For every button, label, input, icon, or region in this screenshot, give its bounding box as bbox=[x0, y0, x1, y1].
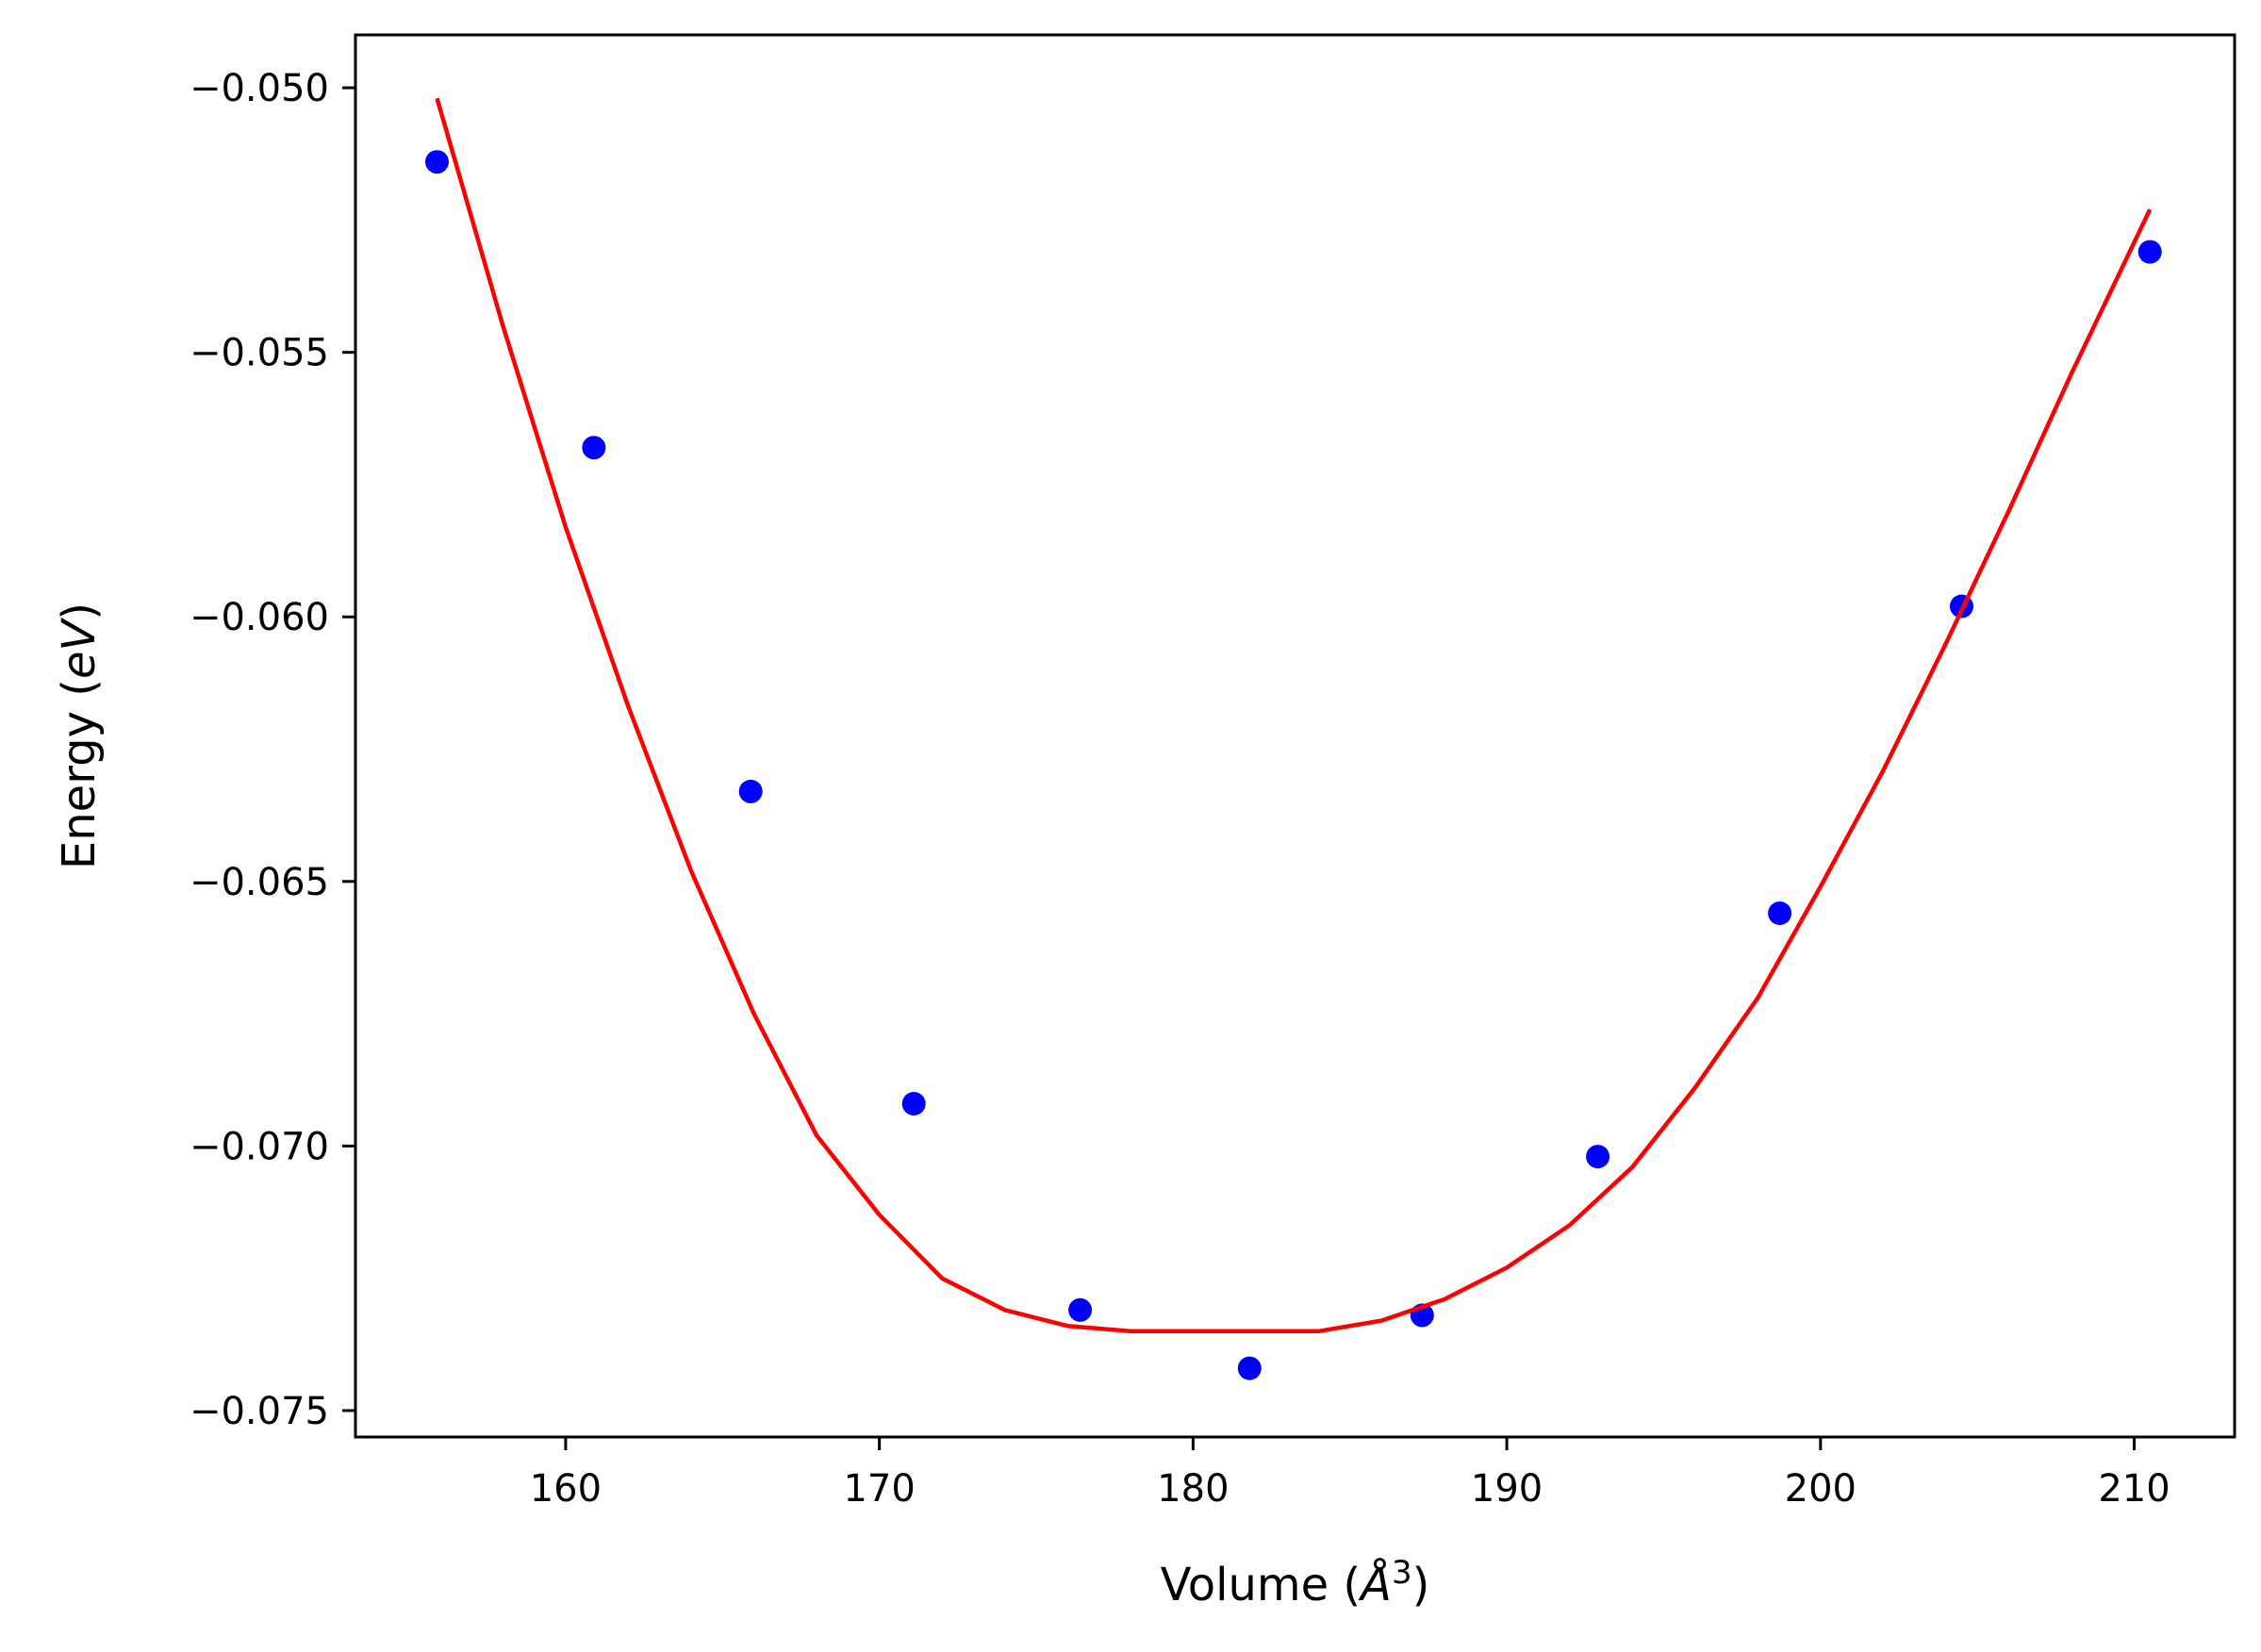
data-point-11 bbox=[2137, 240, 2162, 264]
x-axis-label-sup: 3 bbox=[1392, 1554, 1412, 1592]
x-tick-label-160: 160 bbox=[530, 1467, 602, 1511]
y-axis-ticks: −0.050 −0.055 −0.060 −0.065 −0.070 −0.075 bbox=[190, 67, 355, 1433]
data-point-5 bbox=[1068, 1297, 1093, 1322]
y-axis-label-main: Energy ( bbox=[53, 679, 106, 869]
y-tick-label-5: −0.070 bbox=[190, 1125, 329, 1168]
plot-frame bbox=[354, 33, 2236, 1439]
x-axis-label-close: ) bbox=[1412, 1559, 1430, 1611]
x-tick-label-170: 170 bbox=[843, 1467, 915, 1511]
data-point-4 bbox=[901, 1092, 926, 1115]
data-point-2 bbox=[582, 436, 606, 460]
data-point-9 bbox=[1768, 901, 1792, 925]
x-tick-label-180: 180 bbox=[1157, 1467, 1229, 1511]
y-tick-label-3: −0.060 bbox=[190, 596, 329, 639]
data-point-3 bbox=[738, 779, 763, 803]
y-axis-label: Energy (eV) bbox=[53, 603, 106, 869]
y-axis-label-italic: eV bbox=[53, 618, 106, 680]
x-tick-label-210: 210 bbox=[2098, 1467, 2170, 1511]
x-axis-label: Volume (Å3) bbox=[1161, 1554, 1430, 1611]
data-point-1 bbox=[425, 150, 449, 174]
data-point-6 bbox=[1237, 1356, 1262, 1380]
y-tick-label-1: −0.050 bbox=[190, 67, 329, 110]
y-tick-label-4: −0.065 bbox=[190, 861, 329, 904]
data-point-8 bbox=[1586, 1145, 1610, 1169]
x-axis-ticks: 160 170 180 190 200 210 bbox=[530, 1437, 2170, 1511]
x-tick-label-190: 190 bbox=[1471, 1467, 1543, 1511]
x-axis-label-main: Volume ( bbox=[1161, 1559, 1362, 1611]
x-axis-label-italic: Å bbox=[1358, 1558, 1392, 1611]
y-tick-label-6: −0.075 bbox=[190, 1390, 329, 1433]
y-tick-label-2: −0.055 bbox=[190, 332, 329, 375]
fit-curve-line bbox=[435, 97, 2153, 1334]
x-tick-label-200: 200 bbox=[1785, 1467, 1857, 1511]
y-axis-label-close: ) bbox=[53, 603, 106, 620]
plot-data bbox=[425, 97, 2162, 1380]
